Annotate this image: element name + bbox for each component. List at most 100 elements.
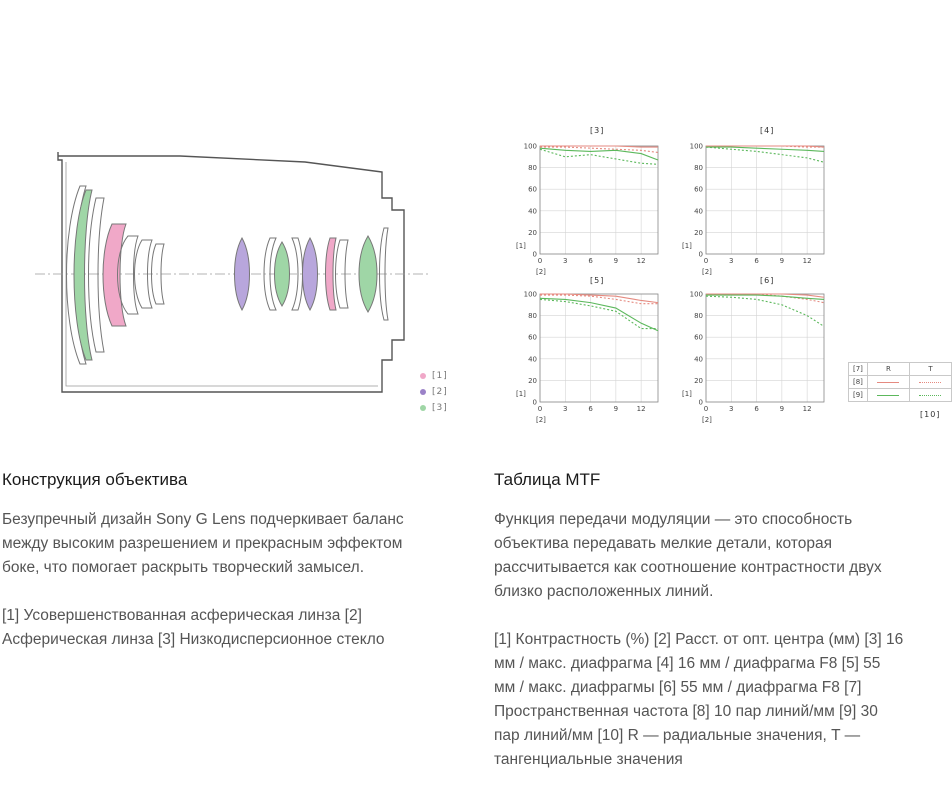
legend-header-t: T: [908, 362, 952, 376]
plot-frame: [705, 145, 825, 255]
x-tick-label: 9: [780, 257, 784, 265]
legend-label-3: [3]: [432, 403, 448, 413]
y-tick-label: 80: [694, 312, 703, 320]
legend-header-7: [7]: [848, 362, 868, 376]
y-axis-marker: [1]: [516, 242, 526, 250]
x-axis-marker: [2]: [536, 268, 546, 276]
x-tick-label: 6: [588, 257, 593, 265]
x-tick-label: 12: [803, 257, 812, 265]
y-tick-label: 80: [694, 164, 703, 172]
x-tick-label: 12: [803, 405, 812, 413]
lens-diagram: [0, 120, 470, 430]
mtf-legend-table: [7] R T [8] [9]: [848, 362, 952, 402]
x-tick-label: 3: [563, 257, 567, 265]
mtf-description: Функция передачи модуляции — это способн…: [494, 511, 882, 600]
lens-barrel-inner: [65, 162, 378, 387]
x-tick-label: 12: [637, 405, 646, 413]
x-axis-marker: [2]: [702, 268, 712, 276]
x-axis-marker: [2]: [702, 416, 712, 424]
chart-title-3: [5]: [590, 276, 605, 285]
x-axis-marker: [2]: [536, 416, 546, 424]
y-axis-marker: [1]: [682, 242, 692, 250]
y-tick-label: 0: [699, 399, 703, 407]
mtf-series-line: [539, 297, 659, 332]
y-tick-label: 100: [524, 291, 537, 299]
mtf-series-line: [539, 148, 659, 165]
plot-frame: [539, 293, 659, 403]
legend-swatch-30-t: [908, 388, 952, 402]
y-tick-label: 40: [694, 355, 703, 363]
legend-footnote: [10]: [920, 410, 941, 419]
lens-section: Конструкция объектива Безупречный дизайн…: [2, 470, 432, 676]
lens-description: Безупречный дизайн Sony G Lens подчеркив…: [2, 511, 404, 576]
x-tick-label: 6: [754, 405, 759, 413]
lens-element-3: [88, 197, 105, 353]
legend-swatch-30-r: [866, 388, 910, 402]
mtf-series-line: [539, 147, 659, 161]
legend-item-3: [3]: [420, 400, 448, 416]
y-tick-label: 100: [524, 143, 537, 151]
chart-title-1: [3]: [590, 126, 605, 135]
mtf-series-line: [706, 293, 825, 304]
legend-swatch-10-r: [866, 375, 910, 389]
x-tick-label: 0: [538, 405, 542, 413]
legend-swatch-10-t: [908, 375, 952, 389]
lens-element-15: [358, 235, 378, 313]
legend-label-1: [1]: [432, 371, 448, 381]
plot-frame: [705, 293, 825, 403]
plot-frame: [539, 145, 659, 255]
lens-element-10: [274, 241, 290, 307]
mtf-title: Таблица MTF: [494, 470, 601, 489]
lens-element-13: [325, 237, 337, 311]
y-tick-label: 40: [694, 207, 703, 215]
lens-legend-text: [1] Усовершенствованная асферическая лин…: [2, 607, 385, 648]
y-tick-label: 80: [528, 312, 537, 320]
x-tick-label: 0: [704, 257, 708, 265]
lens-element-11: [291, 237, 303, 311]
lens-element-9: [263, 237, 277, 311]
x-tick-label: 3: [729, 257, 733, 265]
y-tick-label: 60: [528, 186, 537, 194]
x-tick-label: 3: [563, 405, 567, 413]
y-tick-label: 0: [533, 399, 537, 407]
lens-element-4: [102, 223, 127, 327]
lens-title: Конструкция объектива: [2, 470, 188, 489]
x-tick-label: 3: [729, 405, 733, 413]
legend-row-8: [8]: [848, 375, 868, 389]
mtf-series-line: [540, 146, 659, 154]
lens-element-12: [302, 236, 318, 312]
y-tick-label: 0: [533, 251, 537, 259]
mtf-series-line: [705, 146, 825, 163]
y-tick-label: 40: [528, 355, 537, 363]
legend-dot-2: [420, 389, 426, 395]
lens-element-5: [117, 235, 139, 315]
y-axis-marker: [1]: [516, 390, 526, 398]
legend-row-9: [9]: [848, 388, 868, 402]
mtf-series-line: [705, 295, 825, 327]
y-tick-label: 80: [528, 164, 537, 172]
lens-element-6: [134, 239, 153, 309]
y-tick-label: 100: [690, 143, 703, 151]
y-tick-label: 40: [528, 207, 537, 215]
mtf-series-line: [540, 294, 658, 305]
mtf-series-line: [706, 146, 825, 152]
y-tick-label: 0: [699, 251, 703, 259]
mtf-section: Таблица MTF Функция передачи модуляции —…: [494, 470, 904, 796]
mtf-series-line: [539, 298, 658, 330]
chart-title-4: [6]: [760, 276, 775, 285]
y-tick-label: 20: [528, 377, 537, 385]
y-tick-label: 20: [694, 229, 703, 237]
lens-diagram-legend: [1] [2] [3]: [420, 368, 448, 416]
x-tick-label: 6: [588, 405, 593, 413]
y-tick-label: 100: [690, 291, 703, 299]
lens-element-14: [335, 239, 349, 309]
mtf-series-line: [540, 293, 659, 304]
lens-barrel-outline: [57, 152, 405, 393]
x-tick-label: 0: [704, 405, 708, 413]
chart-title-2: [4]: [760, 126, 775, 135]
mtf-series-line: [706, 145, 824, 148]
y-tick-label: 60: [694, 334, 703, 342]
legend-item-2: [2]: [420, 384, 448, 400]
x-tick-label: 9: [614, 257, 618, 265]
